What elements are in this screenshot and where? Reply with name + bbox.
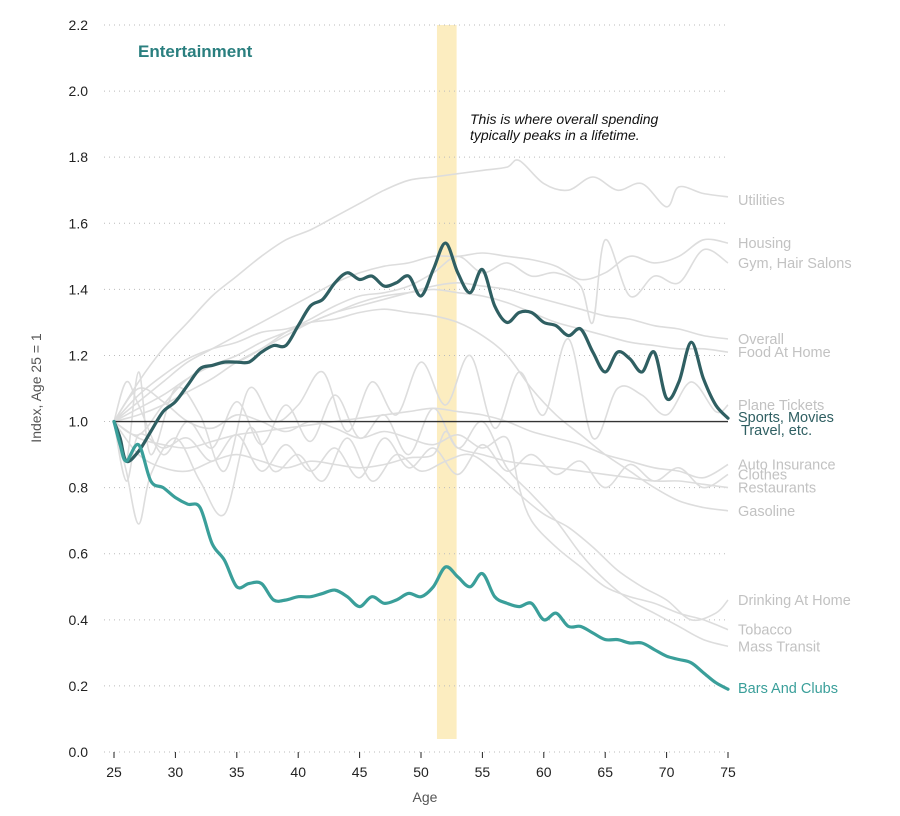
series-label-food-at-home: Food At Home xyxy=(738,345,831,361)
x-axis-ticks: 25 30 35 40 45 50 55 60 65 70 75 xyxy=(106,752,736,780)
series-line-gym-hair-salons xyxy=(113,238,729,436)
y-tick-label: 1.8 xyxy=(69,149,89,165)
series-label-gasoline: Gasoline xyxy=(738,504,795,520)
x-tick-label: 65 xyxy=(597,764,613,780)
y-tick-label: 0.8 xyxy=(69,480,89,496)
y-tick-label: 0.6 xyxy=(69,546,89,562)
x-tick-label: 30 xyxy=(168,764,184,780)
series-line-mass-transit xyxy=(113,380,729,648)
series-label-mass-transit: Mass Transit xyxy=(738,639,820,655)
y-tick-label: 2.2 xyxy=(69,17,89,33)
chart-title: Entertainment xyxy=(138,42,253,61)
x-tick-label: 70 xyxy=(659,764,675,780)
series-label-utilities: Utilities xyxy=(738,193,785,209)
series-label-bars-and-clubs: Bars And Clubs xyxy=(738,681,838,697)
series-label-housing: Housing xyxy=(738,236,791,252)
series-line-food-at-home xyxy=(113,288,729,423)
series-line-utilities xyxy=(113,159,729,422)
series-line-plane-tickets xyxy=(113,338,729,472)
x-tick-label: 35 xyxy=(229,764,245,780)
x-tick-label: 75 xyxy=(720,764,736,780)
series-line-auto-insurance xyxy=(113,407,729,479)
series-label-gym-hair-salons: Gym, Hair Salons xyxy=(738,256,852,272)
series-line-bars-and-clubs xyxy=(112,419,730,691)
y-tick-label: 0.0 xyxy=(69,744,89,760)
x-tick-label: 45 xyxy=(352,764,368,780)
x-axis-label: Age xyxy=(413,789,438,805)
series-line-drinking-at-home xyxy=(113,421,729,622)
y-axis-ticks: 0.0 0.2 0.4 0.6 0.8 1.0 1.2 1.4 1.6 1.8 2.0 2.2 xyxy=(69,17,89,760)
y-tick-label: 0.4 xyxy=(69,612,89,628)
background-series xyxy=(113,159,729,648)
y-tick-label: 0.2 xyxy=(69,678,89,694)
y-tick-label: 1.4 xyxy=(69,281,89,297)
series-label-overall: Overall xyxy=(738,332,784,348)
series-label-restaurants: Restaurants xyxy=(738,481,816,497)
x-tick-label: 50 xyxy=(413,764,429,780)
y-tick-label: 1.2 xyxy=(69,347,89,363)
x-tick-label: 55 xyxy=(475,764,491,780)
annotation-line-1: This is where overall spending xyxy=(470,111,659,127)
series-label-clothes: Clothes xyxy=(738,467,787,483)
x-tick-label: 60 xyxy=(536,764,552,780)
y-tick-label: 2.0 xyxy=(69,83,89,99)
series-label-tobacco: Tobacco xyxy=(738,623,792,639)
series-label-drinking-at-home: Drinking At Home xyxy=(738,593,851,609)
x-tick-label: 40 xyxy=(290,764,306,780)
series-line-restaurants xyxy=(113,421,729,489)
series-line-housing xyxy=(113,238,729,423)
series-label-auto-insurance: Auto Insurance xyxy=(738,458,836,474)
series-label-plane-tickets: Plane Tickets xyxy=(738,398,824,414)
series-line-gasoline xyxy=(113,308,729,512)
series-line-clothes xyxy=(113,421,729,489)
series-labels: Utilities Housing Gym, Hair Salons OverallF… xyxy=(738,193,852,697)
highlight-series xyxy=(112,241,730,691)
series-label-sports-movies-line2: Travel, etc. xyxy=(741,423,812,439)
series-line-tobacco xyxy=(113,387,729,631)
y-axis-label: Index, Age 25 = 1 xyxy=(28,333,44,443)
y-tick-label: 1.0 xyxy=(69,414,89,430)
y-tick-label: 1.6 xyxy=(69,215,89,231)
series-line-sports-movies xyxy=(112,241,730,464)
series-label-sports-movies: Sports, Movies xyxy=(738,410,834,426)
annotation-line-2: typically peaks in a lifetime. xyxy=(470,127,640,143)
x-tick-label: 25 xyxy=(106,764,122,780)
highlight-band xyxy=(436,25,457,739)
